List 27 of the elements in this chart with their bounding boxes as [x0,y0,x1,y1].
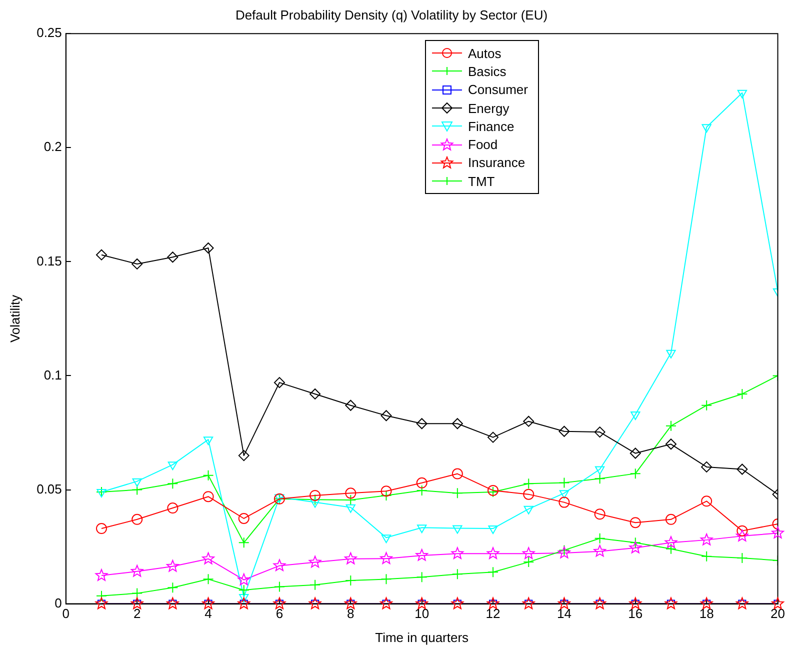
x-tick-label: 20 [770,606,786,622]
x-tick-label: 8 [347,606,354,622]
y-tick-label: 0.1 [44,367,62,382]
legend-label: Finance [468,118,514,134]
x-tick-label: 2 [133,606,141,622]
x-tick-label: 6 [276,606,284,622]
x-tick-label: 18 [699,606,714,622]
legend-label: Energy [468,100,510,116]
legend-label: Autos [468,46,502,61]
chart-title: Default Probability Density (q) Volatility by Sector (EU) [235,7,548,22]
legend-label: Food [468,137,498,152]
x-axis-title: Time in quarters [375,630,470,645]
legend-label: Basics [468,64,506,79]
legend-label: TMT [468,174,495,189]
x-tick-label: 14 [556,606,572,622]
legend-label: Insurance [468,155,526,170]
y-axis-title: Volatility [7,294,22,343]
x-tick-label: 10 [414,606,430,622]
x-tick-label: 16 [628,606,643,622]
y-tick-label: 0.2 [44,139,62,154]
x-tick-label: 12 [486,606,500,622]
x-tick-label: 4 [204,606,212,622]
y-tick-label: 0.05 [36,481,62,496]
y-tick-label: 0.15 [36,253,62,268]
legend-label: Consumer [468,82,528,98]
y-tick-label: 0.25 [36,25,62,40]
y-tick-label: 0 [54,595,62,610]
